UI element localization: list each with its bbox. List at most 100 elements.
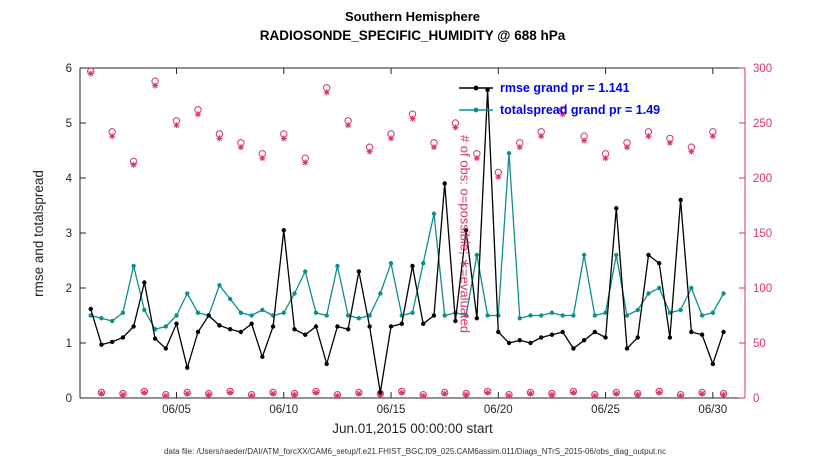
rmse-point: [152, 336, 158, 341]
rmse-point: [281, 228, 286, 233]
rmse-point: [463, 228, 469, 233]
legend-label-totalspread: totalspread grand pr = 1.49: [500, 103, 661, 117]
totalspread-point: [496, 313, 501, 318]
totalspread-point: [410, 310, 415, 315]
rmse-point: [399, 321, 404, 326]
totalspread-point: [367, 313, 372, 318]
rmse-point: [270, 324, 276, 329]
totalspread-point: [195, 310, 201, 315]
rmse-point: [581, 338, 587, 343]
y-right-tick-label: 100: [753, 283, 772, 295]
x-axis-label: Jun.01,2015 00:00:00 start: [332, 421, 493, 436]
rmse-point: [238, 329, 244, 335]
rmse-point: [453, 318, 458, 324]
evaluated-obs-marker: [162, 392, 169, 399]
totalspread-point: [710, 310, 716, 315]
y-left-tick-label: 2: [66, 283, 72, 295]
totalspread-point: [603, 310, 608, 315]
x-tick-label: 06/25: [591, 404, 620, 416]
rmse-point: [496, 329, 501, 335]
evaluated-obs-marker: [280, 135, 287, 142]
rmse-point: [335, 324, 340, 329]
evaluated-obs-marker: [355, 390, 362, 397]
rmse-point: [539, 335, 544, 340]
rmse-point: [635, 335, 640, 340]
y-right-tick-label: 300: [753, 63, 772, 75]
evaluated-obs-marker: [119, 391, 126, 398]
rmse-point: [474, 316, 480, 321]
evaluated-obs-marker: [323, 89, 330, 96]
rmse-point: [367, 324, 372, 329]
evaluated-obs-marker: [591, 392, 598, 399]
evaluated-obs-marker: [656, 389, 663, 396]
rmse-point: [678, 197, 683, 203]
evaluated-obs-marker: [527, 390, 534, 397]
rmse-point: [667, 335, 673, 340]
evaluated-obs-marker: [312, 389, 319, 396]
evaluated-obs-marker: [538, 133, 545, 140]
y-right-tick-label: 0: [753, 393, 759, 405]
evaluated-obs-marker: [194, 111, 201, 118]
rmse-line-sample-icon: [459, 85, 493, 91]
totalspread-point: [442, 313, 447, 318]
evaluated-obs-marker: [420, 392, 427, 399]
y-left-tick-label: 1: [66, 338, 72, 350]
rmse-point: [185, 365, 190, 370]
evaluated-obs-marker: [709, 133, 716, 140]
rmse-point: [603, 335, 608, 340]
rmse-point: [410, 263, 415, 269]
rmse-point: [699, 332, 705, 337]
evaluated-obs-marker: [463, 391, 470, 398]
rmse-point: [560, 329, 565, 335]
totalspread-point: [227, 296, 233, 302]
totalspread-point: [549, 310, 555, 315]
totalspread-point: [506, 151, 512, 156]
rmse-point: [292, 327, 297, 332]
totalspread-point: [249, 313, 254, 318]
y-left-tick-label: 3: [66, 228, 72, 240]
chart-title: Southern Hemisphere RADIOSONDE_SPECIFIC_…: [80, 8, 745, 45]
rmse-point: [260, 354, 265, 359]
y-right-tick-label: 200: [753, 173, 772, 185]
evaluated-obs-marker: [602, 155, 609, 162]
totalspread-point: [581, 252, 587, 258]
totalspread-point: [281, 310, 286, 315]
legend: rmse grand pr = 1.141 totalspread grand …: [458, 77, 660, 121]
evaluated-obs-marker: [495, 173, 502, 180]
totalspread-point: [335, 263, 340, 269]
x-tick-label: 06/20: [484, 404, 513, 416]
rmse-point: [528, 340, 533, 346]
totalspread-point: [142, 307, 147, 313]
evaluated-obs-marker: [227, 389, 234, 396]
evaluated-obs-marker: [248, 392, 255, 399]
totalspread-point: [356, 316, 362, 321]
evaluated-obs-marker: [452, 124, 459, 131]
totalspread-point: [238, 310, 244, 315]
rmse-point: [217, 323, 222, 328]
evaluated-obs-marker: [645, 133, 652, 140]
totalspread-line: [90, 153, 725, 331]
chart-title-line1: Southern Hemisphere: [344, 9, 481, 24]
totalspread-point: [313, 310, 319, 315]
totalspread-point: [260, 307, 265, 313]
rmse-point: [163, 346, 169, 351]
rmse-point: [195, 329, 201, 335]
evaluated-obs-marker: [130, 161, 137, 168]
y-left-tick-label: 6: [66, 63, 72, 75]
y-axis-right-ticks: 0 50 100 150 200 250 300: [739, 63, 772, 405]
evaluated-obs-marker: [216, 135, 223, 142]
evaluated-obs-marker: [291, 391, 298, 398]
totalspread-point: [174, 313, 179, 318]
totalspread-point: [345, 313, 351, 318]
rmse-point: [313, 324, 319, 329]
evaluated-obs-marker: [173, 122, 180, 129]
totalspread-point: [560, 313, 565, 318]
totalspread-point: [303, 269, 308, 274]
evaluated-obs-marker: [570, 389, 577, 396]
evaluated-obs-marker: [484, 389, 491, 396]
rmse-point: [206, 313, 211, 318]
totalspread-point: [99, 316, 104, 321]
totalspread-point: [485, 313, 490, 318]
rmse-point: [442, 181, 447, 186]
evaluated-obs-marker: [699, 390, 706, 397]
